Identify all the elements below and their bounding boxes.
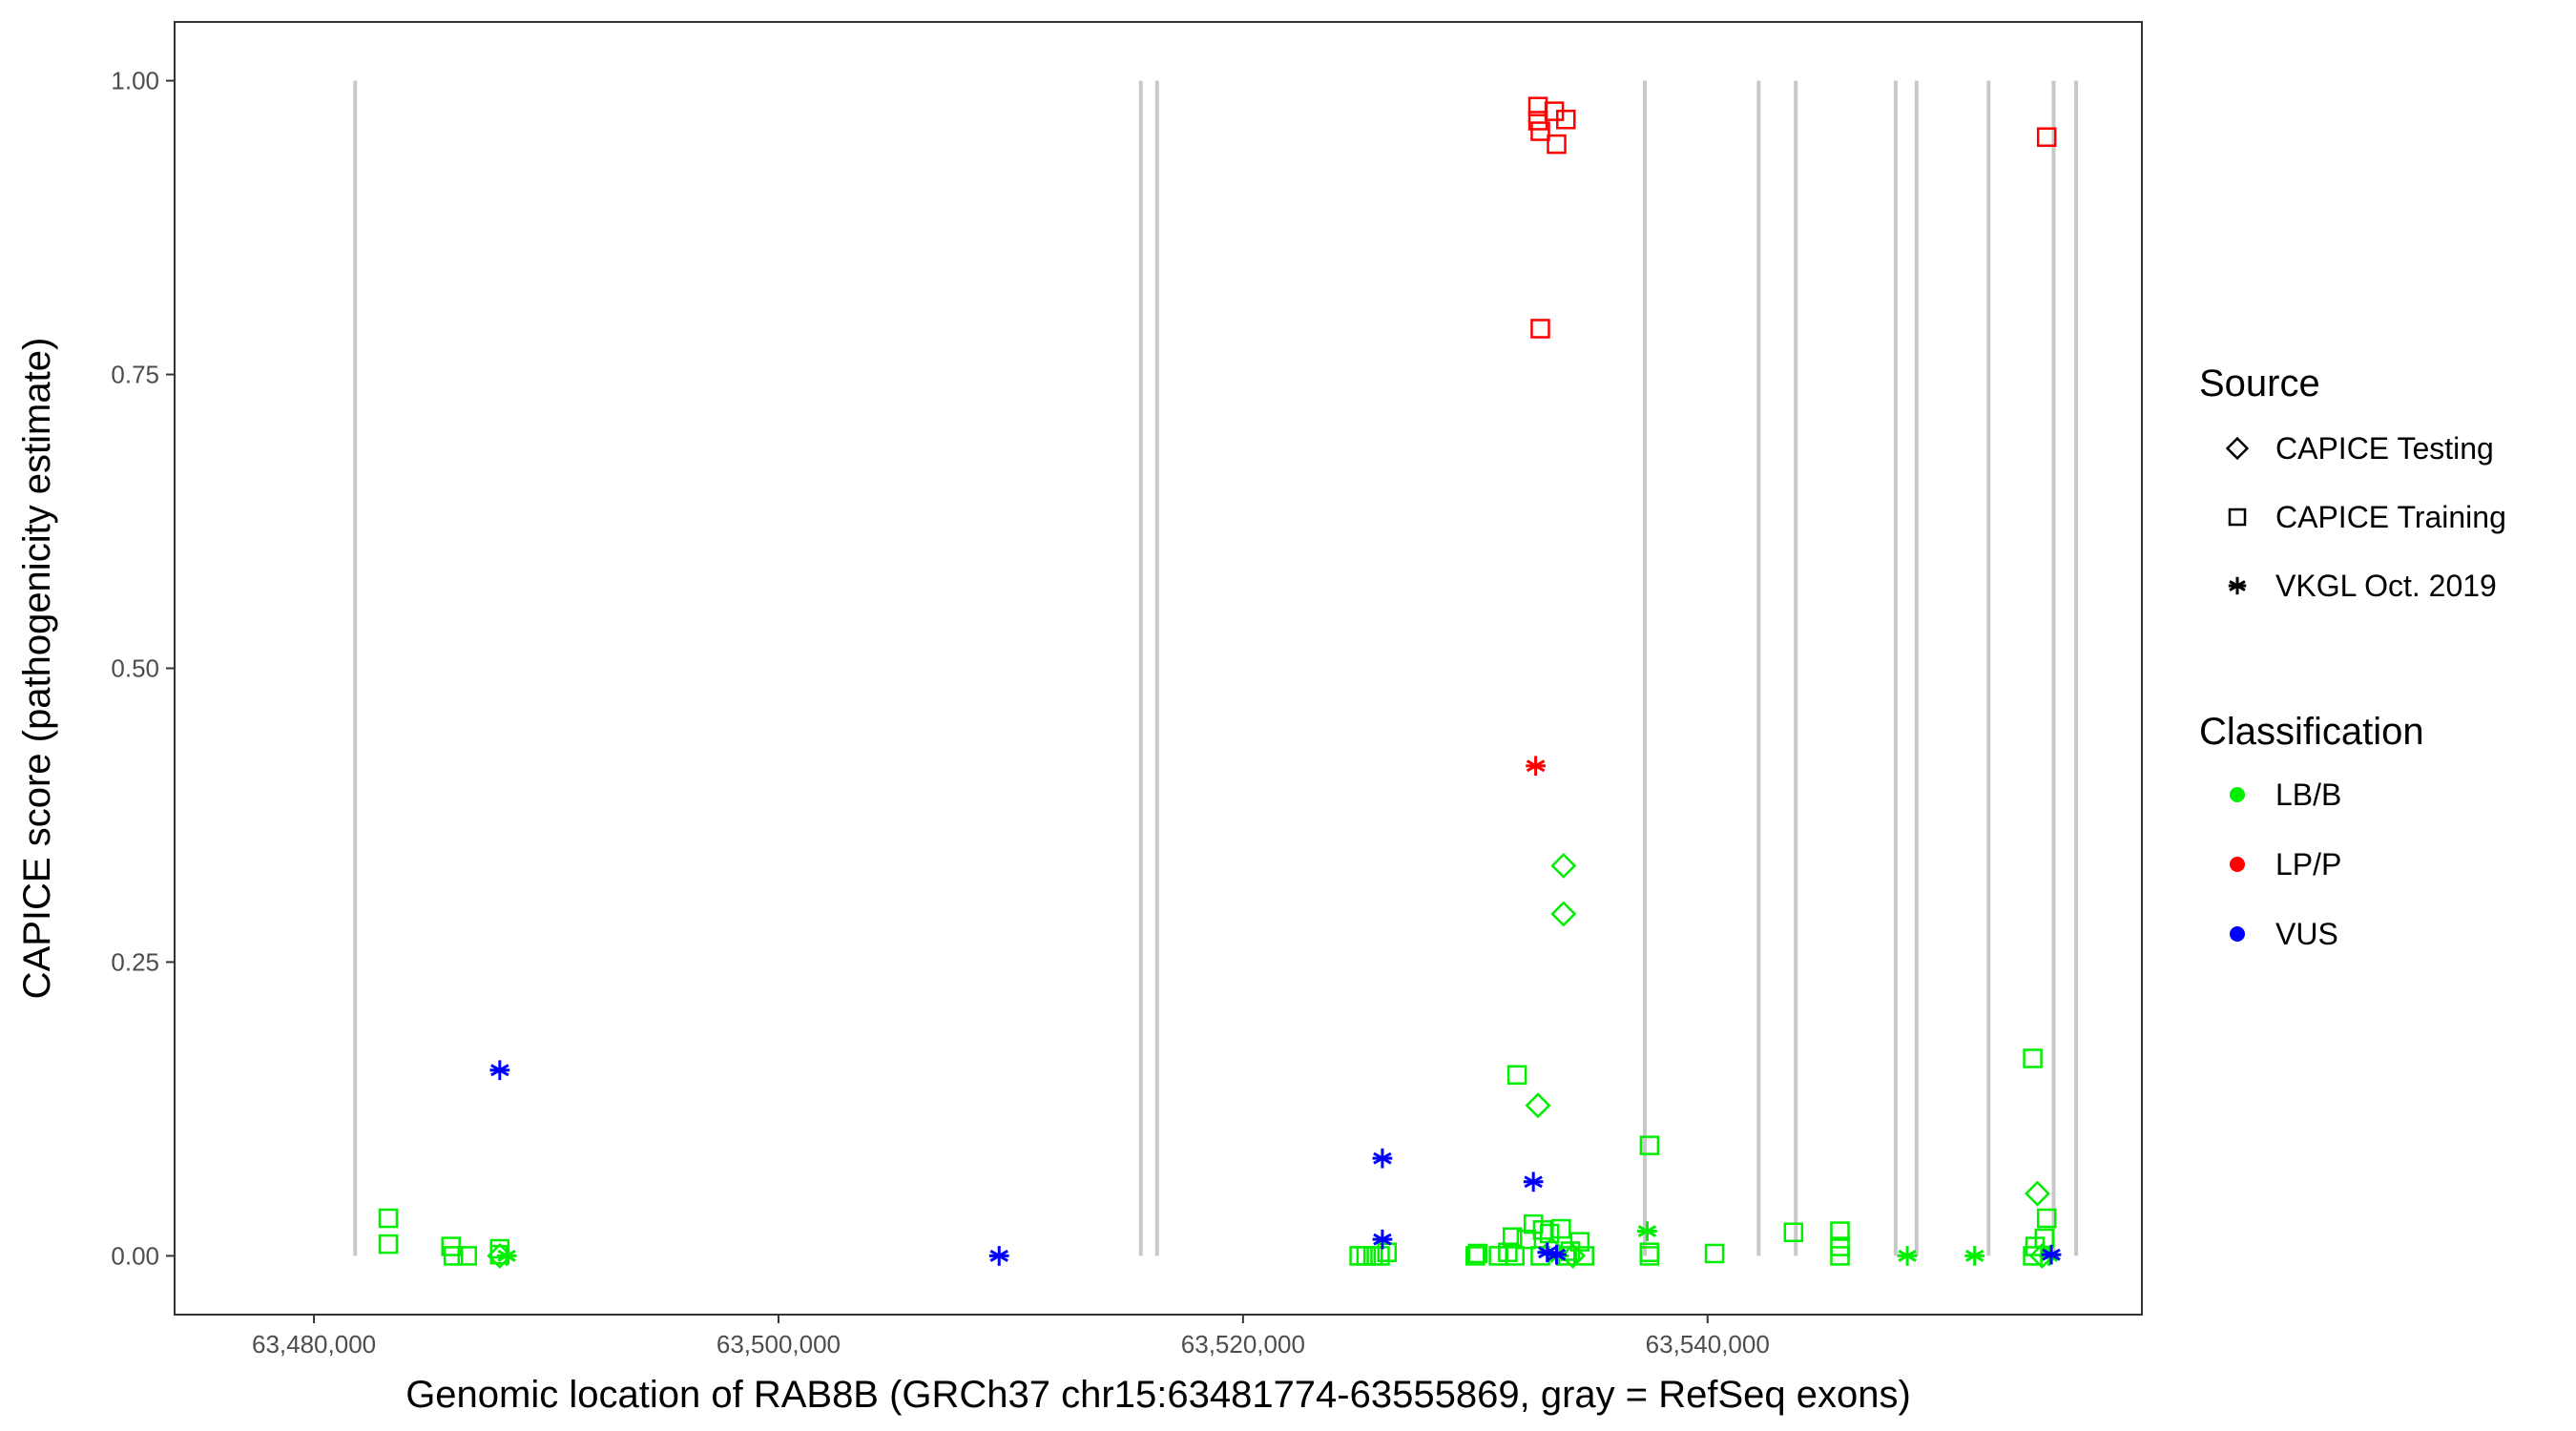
legend-label-LP-P: LP/P [2275,847,2341,881]
data-point-vkgl [1547,1244,1567,1265]
legend-key-LP-P [2230,857,2245,872]
y-axis: 0.00 0.25 0.50 0.75 1.00 [111,67,175,1270]
data-point-testing [1550,852,1577,879]
x-tick-label: 63,500,000 [717,1330,841,1358]
data-point-training [1530,319,1550,339]
data-point-training [1547,134,1567,155]
data-point-training [1830,1221,1850,1241]
y-tick-label: 1.00 [111,67,159,95]
x-axis: 63,480,000 63,500,000 63,520,000 63,540,000 [252,1315,1770,1358]
data-point-testing [2024,1180,2050,1207]
data-point-vkgl [1897,1246,1918,1266]
y-tick-label: 0.00 [111,1241,159,1270]
data-point-vkgl [1523,1172,1544,1192]
data-point-training [378,1208,399,1229]
data-point-vkgl [1637,1221,1657,1241]
data-point-training [457,1246,477,1266]
data-points [378,96,2062,1269]
data-point-training [1639,1246,1660,1266]
legend-key-VUS [2230,926,2245,942]
x-tick-label: 63,520,000 [1181,1330,1305,1358]
data-point-training [1503,1227,1523,1247]
data-point-vkgl [2041,1244,2062,1265]
data-point-testing [1550,901,1577,927]
data-point-training [1498,1242,1518,1262]
y-axis-title: CAPICE score (pathogenicity estimate) [16,338,58,1000]
data-point-training [1556,109,1576,130]
legend-label-testing: CAPICE Testing [2275,431,2494,466]
legend-label-training: CAPICE Training [2275,500,2506,534]
data-point-testing [1525,1092,1551,1119]
data-point-training [1506,1065,1527,1085]
legend-classification-items: LB/B LP/P VUS [2230,778,2341,951]
data-point-training [1639,1135,1660,1155]
data-point-training [1704,1243,1725,1264]
data-point-vkgl [1526,756,1546,777]
exon-lines [353,80,2079,1256]
data-point-training [1551,1218,1571,1239]
legend-label-vkgl: VKGL Oct. 2019 [2275,569,2497,603]
data-point-vkgl [988,1246,1009,1266]
data-point-testing [487,1242,513,1269]
data-point-vkgl [496,1246,517,1266]
data-point-vkgl [1372,1229,1393,1250]
data-point-training [2036,127,2057,147]
data-point-training [1370,1246,1390,1266]
data-point-vkgl [1372,1148,1393,1169]
data-point-training [1783,1222,1804,1243]
x-axis-title: Genomic location of RAB8B (GRCh37 chr15:… [405,1374,1911,1416]
legend-key-testing [2225,436,2250,461]
data-point-training [1530,121,1550,141]
plot-panel [174,21,2143,1316]
data-point-training [443,1246,464,1266]
legend-key-LB-B [2230,787,2245,802]
legend-key-vkgl [2228,576,2247,595]
data-point-training [1574,1246,1594,1266]
x-tick-label: 63,540,000 [1646,1330,1770,1358]
legend-source-items: CAPICE Testing CAPICE Training VKGL Oct. 2… [2225,431,2506,603]
data-point-training [1465,1246,1485,1266]
legend-source-title: Source [2199,363,2320,404]
data-point-training [1532,1220,1553,1240]
data-point-training [1377,1242,1398,1262]
legend: Source CAPICE Testing CAPICE Training VKGL… [2199,363,2506,951]
legend-label-LB-B: LB/B [2275,778,2341,812]
x-tick-label: 63,480,000 [252,1330,376,1358]
data-point-training [2023,1048,2043,1068]
data-point-training [378,1234,399,1255]
legend-key-training [2228,508,2247,527]
data-point-training [2036,1208,2057,1229]
data-point-vkgl [1964,1246,1985,1266]
y-tick-label: 0.50 [111,654,159,683]
y-tick-label: 0.75 [111,361,159,389]
data-point-training [1830,1246,1850,1266]
y-tick-label: 0.25 [111,947,159,976]
legend-label-VUS: VUS [2275,917,2338,951]
data-point-vkgl [489,1060,510,1081]
legend-classification-title: Classification [2199,711,2424,753]
data-point-training [1467,1243,1487,1264]
data-point-training [1505,1246,1525,1266]
